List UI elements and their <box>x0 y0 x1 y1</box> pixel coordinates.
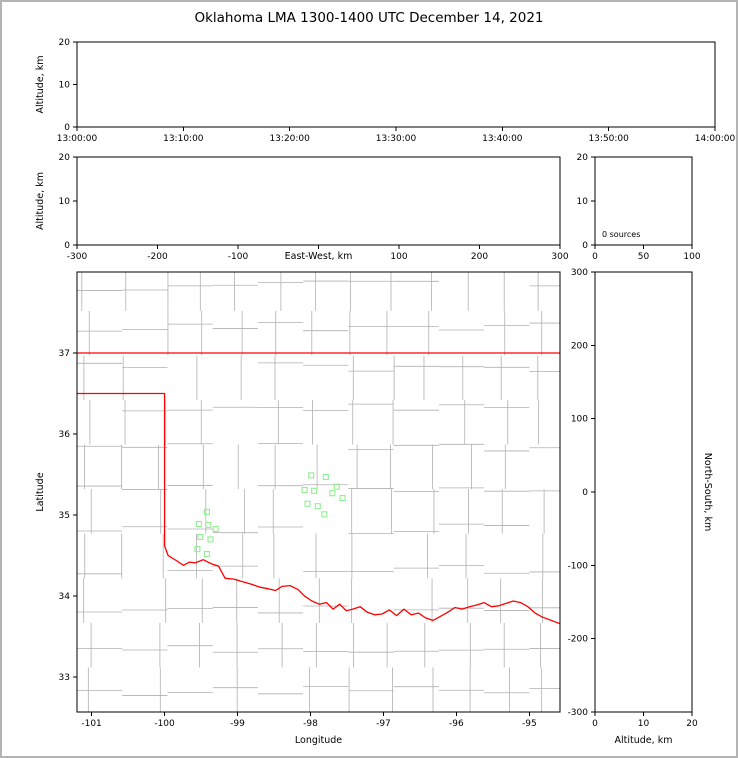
x-tick-label: -96 <box>449 719 464 729</box>
x-tick-label: 0 <box>592 252 598 262</box>
x-tick-label: -97 <box>376 719 391 729</box>
x-axis-title: Longitude <box>295 735 342 746</box>
lma-station-marker <box>311 487 318 494</box>
x-tick-label: -95 <box>522 719 537 729</box>
county-boundaries <box>77 272 560 712</box>
x-tick-label: -200 <box>147 252 168 262</box>
y-tick-label: 34 <box>59 592 71 602</box>
x-tick-label: 13:00:00 <box>57 134 98 144</box>
y-tick-label: 33 <box>59 673 70 683</box>
y-axis-title: Altitude, km <box>35 172 46 230</box>
lma-station-marker <box>322 473 329 481</box>
x-tick-label: 300 <box>551 252 568 262</box>
x-tick-label: -100 <box>228 252 249 262</box>
lma-station-marker <box>207 536 214 543</box>
x-tick-label: 13:50:00 <box>588 134 629 144</box>
y-tick-label: 200 <box>571 341 588 351</box>
x-tick-label: -98 <box>303 719 318 729</box>
y-axis-title: Altitude, km <box>35 56 46 114</box>
y-tick-label: 37 <box>59 349 70 359</box>
y-tick-label: 36 <box>59 430 71 440</box>
y-tick-label: 0 <box>582 241 588 251</box>
lma-station-marker <box>314 503 321 510</box>
lma-station-marker <box>333 483 340 490</box>
state-border-line <box>77 392 560 625</box>
x-tick-label: -101 <box>81 719 101 729</box>
lma-station-marker <box>301 486 308 494</box>
y-tick-label: 10 <box>59 197 71 207</box>
panel-time_height: 0 10 20 13:00:00 13:10:00 13:20:00 13:30:00 13:… <box>35 38 735 144</box>
y-tick-label: 20 <box>59 38 71 48</box>
y-tick-label: 10 <box>59 81 71 91</box>
x-tick-label: 50 <box>638 252 650 262</box>
y-tick-label: -200 <box>568 635 589 645</box>
y-tick-label: -100 <box>568 561 589 571</box>
state-border <box>77 352 560 625</box>
lma-station-marker <box>321 511 328 518</box>
y-tick-label: 100 <box>571 415 588 425</box>
x-tick-label: 200 <box>471 252 488 262</box>
x-tick-label: 14:00:00 <box>695 134 736 144</box>
x-tick-label: 13:20:00 <box>269 134 310 144</box>
lma-station-marker <box>197 533 204 541</box>
x-tick-label: 10 <box>638 719 650 729</box>
panel-plan_view: 33 34 35 36 37 -101 -100 -99 -98 -97 -96 -95 Longitu… <box>35 271 561 746</box>
y-axis-title: Latitude <box>35 472 46 511</box>
y-tick-label: -300 <box>568 708 589 718</box>
panel-ew_height: 0 10 20 -300 -200 -100 100 200 300 East-West, km A… <box>35 153 569 262</box>
lma-station-marker <box>203 550 210 558</box>
x-axis-title: East-West, km <box>285 251 353 262</box>
y-tick-label: 0 <box>64 241 70 251</box>
plot-title: Oklahoma LMA 1300-1400 UTC December 14, … <box>194 10 544 26</box>
lma-station-marker <box>339 495 346 502</box>
panel-alt_hist: 0 10 20 0 50 100 0 sources <box>577 153 701 262</box>
lma-station-marker <box>205 521 212 528</box>
y-tick-label: 0 <box>582 488 588 498</box>
y-tick-label: 20 <box>59 153 71 163</box>
x-tick-label: -300 <box>67 252 88 262</box>
x-tick-label: 20 <box>686 719 698 729</box>
y-tick-label: 0 <box>64 123 70 133</box>
y-axis-title-right: North-South, km <box>702 453 713 531</box>
lma-station-marker <box>203 508 210 515</box>
lma-station-marker <box>194 546 201 553</box>
x-tick-label: 0 <box>592 719 598 729</box>
y-tick-label: 20 <box>577 153 589 163</box>
x-tick-label: 13:10:00 <box>163 134 204 144</box>
lma-station-marker <box>212 525 219 532</box>
x-tick-label: -100 <box>154 719 175 729</box>
x-tick-label: 100 <box>683 252 700 262</box>
x-axis-title: Altitude, km <box>615 735 673 746</box>
x-tick-label: 13:40:00 <box>482 134 523 144</box>
map-frame <box>76 271 561 713</box>
x-tick-label: -99 <box>230 719 245 729</box>
x-tick-label: 13:30:00 <box>376 134 417 144</box>
lma-station-marker <box>329 490 336 497</box>
y-tick-label: 35 <box>59 511 70 521</box>
x-tick-label: 100 <box>390 252 407 262</box>
y-tick-label: 10 <box>577 197 589 207</box>
source-count-annotation: 0 sources <box>602 230 640 239</box>
y-tick-label: 300 <box>571 268 588 278</box>
lma-station-marker <box>195 520 202 528</box>
station-markers <box>194 472 346 558</box>
lma-station-marker <box>308 472 315 479</box>
lma-station-marker <box>304 500 311 507</box>
